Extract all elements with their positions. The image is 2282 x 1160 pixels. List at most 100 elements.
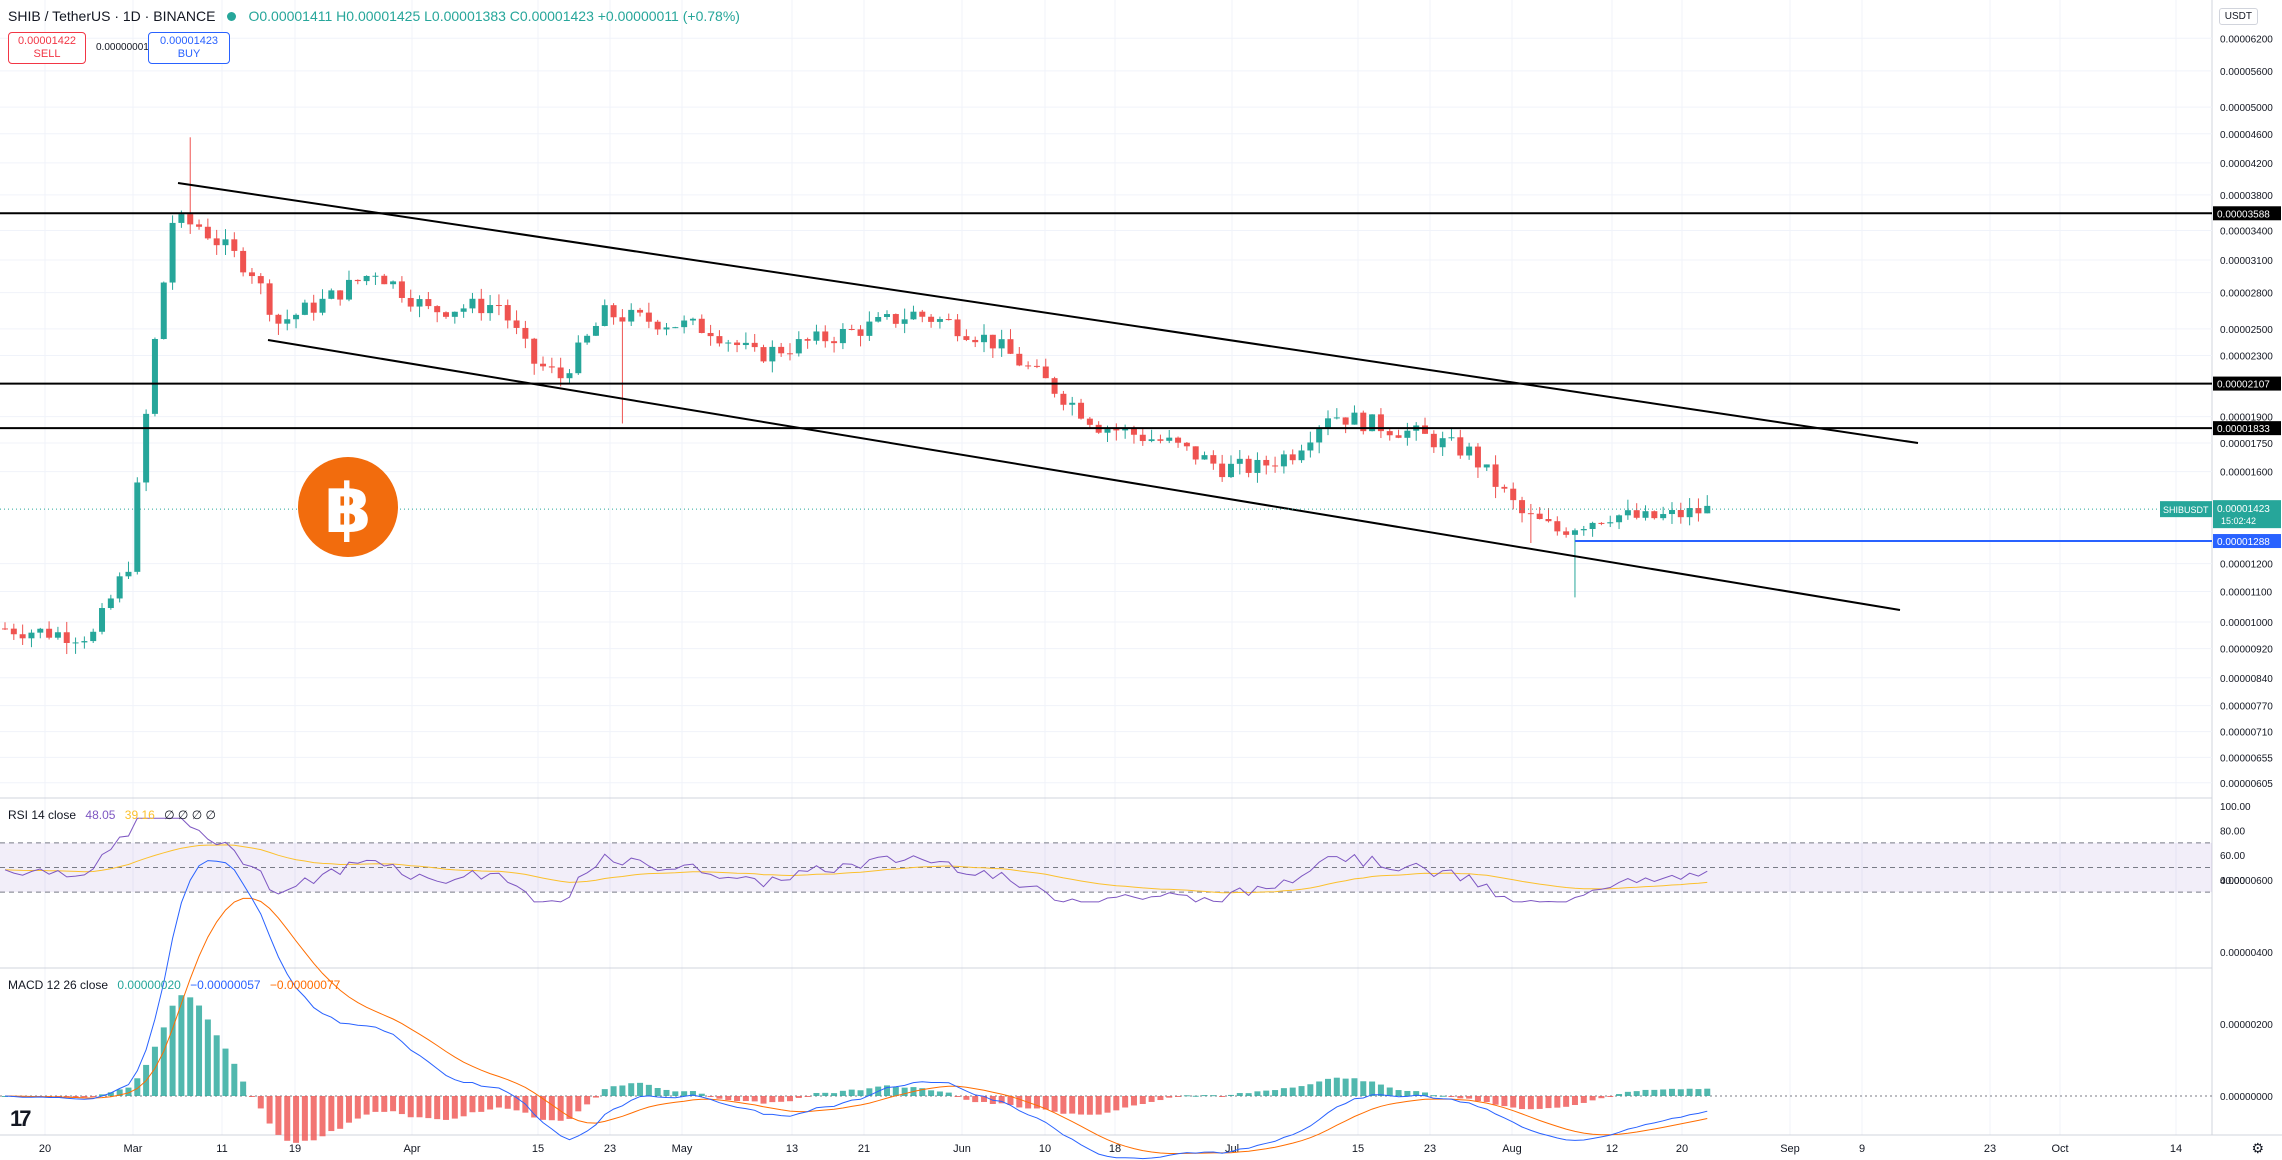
x-tick-label: Mar bbox=[124, 1143, 143, 1155]
candle-body bbox=[998, 339, 1005, 349]
candle-body bbox=[2, 628, 8, 630]
macd-histogram-bar bbox=[487, 1096, 494, 1110]
macd-histogram-bar bbox=[1148, 1096, 1155, 1102]
macd-histogram-bar bbox=[204, 1019, 211, 1096]
buy-label: BUY bbox=[177, 48, 201, 60]
candle-body bbox=[1439, 438, 1446, 448]
candle-body bbox=[637, 309, 644, 313]
candle-body bbox=[10, 628, 17, 635]
candle-body bbox=[284, 319, 291, 324]
candle-body bbox=[672, 327, 679, 329]
candle-body bbox=[1051, 378, 1058, 394]
macd-histogram-bar bbox=[1289, 1087, 1296, 1096]
macd-histogram-bar bbox=[1227, 1094, 1234, 1096]
macd-histogram-bar bbox=[99, 1094, 106, 1096]
x-tick-label: 15 bbox=[532, 1143, 544, 1155]
rsi-tick-label: 60.00 bbox=[2220, 851, 2245, 862]
macd-histogram-bar bbox=[848, 1089, 855, 1096]
macd-histogram-bar bbox=[1651, 1089, 1658, 1096]
candle-body bbox=[1148, 439, 1155, 442]
gear-icon[interactable]: ⚙ bbox=[2251, 1140, 2264, 1156]
buy-button[interactable]: 0.00001423 BUY bbox=[148, 32, 230, 64]
candle-body bbox=[804, 339, 811, 341]
macd-histogram-bar bbox=[1571, 1096, 1578, 1106]
macd-histogram-bar bbox=[901, 1087, 908, 1096]
candle-body bbox=[592, 325, 599, 336]
macd-histogram-bar bbox=[866, 1088, 873, 1096]
macd-histogram-bar bbox=[760, 1096, 767, 1104]
candle-body bbox=[1272, 465, 1279, 467]
rsi-name[interactable]: RSI 14 close bbox=[8, 808, 77, 822]
candle-body bbox=[1183, 442, 1190, 447]
macd-histogram-bar bbox=[1210, 1095, 1217, 1097]
candle-body bbox=[1642, 511, 1649, 518]
macd-histogram-bar bbox=[1483, 1096, 1490, 1102]
rsi-band bbox=[0, 842, 2212, 893]
price-tick-label: 0.00000840 bbox=[2220, 674, 2273, 685]
candle-body bbox=[1078, 402, 1085, 419]
candle-body bbox=[610, 305, 617, 318]
macd-signal-value: −0.00000077 bbox=[269, 978, 341, 992]
x-tick-label: 23 bbox=[604, 1143, 616, 1155]
tradingview-logo-icon[interactable]: 17 bbox=[10, 1106, 32, 1131]
macd-histogram-bar bbox=[592, 1096, 599, 1098]
macd-histogram-bar bbox=[443, 1096, 449, 1120]
candle-body bbox=[1536, 513, 1543, 520]
macd-histogram-bar bbox=[213, 1035, 220, 1096]
macd-histogram-bar bbox=[1589, 1096, 1596, 1101]
macd-histogram-bar bbox=[1492, 1096, 1499, 1105]
price-tick-label: 0.00001100 bbox=[2220, 588, 2273, 599]
rsi-line bbox=[4, 817, 1708, 903]
macd-histogram-bar bbox=[1069, 1096, 1076, 1114]
last-price-label: 0.00001423 bbox=[2217, 504, 2270, 515]
candle-body bbox=[248, 272, 255, 277]
macd-histogram-bar bbox=[1430, 1095, 1437, 1097]
currency-selector[interactable]: USDT bbox=[2218, 8, 2258, 25]
candle-body bbox=[1245, 458, 1252, 473]
candle-body bbox=[443, 312, 449, 317]
symbol-title[interactable]: SHIB / TetherUS · 1D · BINANCE bbox=[8, 8, 216, 24]
candle-body bbox=[19, 634, 26, 639]
macd-histogram-bar bbox=[892, 1087, 899, 1096]
candle-body bbox=[1192, 446, 1199, 460]
candle-body bbox=[1677, 510, 1684, 518]
macd-name[interactable]: MACD 12 26 close bbox=[8, 978, 109, 992]
candle-body bbox=[28, 632, 35, 639]
candle-body bbox=[716, 336, 723, 344]
macd-histogram-bar bbox=[628, 1083, 635, 1096]
candle-body bbox=[1007, 339, 1014, 354]
candle-body bbox=[257, 276, 264, 284]
candle-body bbox=[1430, 433, 1437, 448]
macd-histogram-bar bbox=[1095, 1096, 1102, 1115]
candle-body bbox=[1307, 442, 1314, 451]
candle-body bbox=[548, 366, 555, 368]
macd-histogram-bar bbox=[1325, 1078, 1331, 1096]
macd-histogram-bar bbox=[1033, 1096, 1040, 1109]
macd-histogram-bar bbox=[1404, 1090, 1411, 1096]
macd-histogram-bar bbox=[884, 1085, 890, 1096]
macd-histogram-bar bbox=[981, 1096, 988, 1102]
candle-body bbox=[513, 320, 520, 328]
price-tick-label: 0.00002800 bbox=[2220, 289, 2273, 300]
macd-line bbox=[4, 860, 1708, 1160]
macd-histogram-bar bbox=[1607, 1096, 1614, 1097]
candle-body bbox=[1695, 508, 1702, 514]
macd-histogram-bar bbox=[1668, 1088, 1675, 1096]
macd-histogram-bar bbox=[390, 1096, 397, 1112]
rsi-tick-label: 100.00 bbox=[2220, 802, 2251, 813]
sell-button[interactable]: 0.00001422 SELL bbox=[8, 32, 86, 64]
macd-histogram-bar bbox=[1413, 1091, 1420, 1096]
price-tick-label: 0.00003100 bbox=[2220, 256, 2273, 267]
candle-body bbox=[734, 342, 741, 346]
price-axis-panel bbox=[2212, 0, 2282, 1160]
macd-histogram-bar bbox=[1016, 1096, 1023, 1108]
symbol-tag-label: SHIBUSDT bbox=[2163, 505, 2209, 515]
candle-body bbox=[72, 642, 79, 644]
macd-histogram-bar bbox=[1175, 1096, 1182, 1097]
candle-body bbox=[160, 282, 167, 340]
macd-value: −0.00000057 bbox=[190, 978, 261, 992]
candle-body bbox=[892, 314, 899, 324]
macd-histogram-bar bbox=[584, 1096, 591, 1105]
candle-body bbox=[310, 302, 317, 313]
